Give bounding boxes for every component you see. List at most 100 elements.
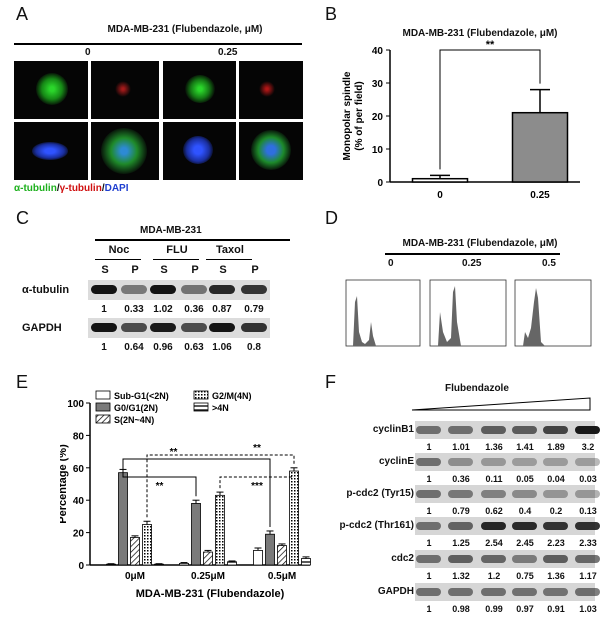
c-band xyxy=(241,323,267,332)
panel-a-title-rule xyxy=(14,43,302,45)
f-band xyxy=(543,490,568,498)
f-band xyxy=(448,522,473,530)
c-fraction-label: S xyxy=(101,264,109,276)
f-band xyxy=(416,588,441,596)
c-group-label: Noc xyxy=(108,244,130,256)
panel-label-b: B xyxy=(325,4,338,24)
b-ytick-label: 10 xyxy=(372,145,384,156)
f-band xyxy=(416,490,441,498)
c-band-value: 0.87 xyxy=(212,304,232,315)
f-band xyxy=(481,426,506,434)
f-band xyxy=(543,426,568,434)
e-bracket-g1-2 xyxy=(122,458,271,527)
panel-c-title-rule xyxy=(95,239,290,241)
c-band xyxy=(91,285,117,294)
e-bar xyxy=(215,494,225,566)
c-band xyxy=(209,323,235,332)
c-band-value: 0.33 xyxy=(124,304,144,315)
dose-gradient-wedge xyxy=(411,397,591,411)
panel-label-c: C xyxy=(16,208,29,228)
stain-legend: α-tubulin/γ-tubulin/DAPI xyxy=(14,183,129,194)
b-ytick-label: 20 xyxy=(372,112,384,123)
b-significance-bracket xyxy=(439,49,541,170)
e-category-label: 0.25μM xyxy=(191,571,225,582)
f-band-value: 3.2 xyxy=(581,442,595,452)
e-legend-swatch xyxy=(193,390,209,400)
e-bar xyxy=(142,524,152,566)
c-fraction-label: S xyxy=(160,264,168,276)
f-band xyxy=(512,555,537,563)
e-bar xyxy=(106,563,116,566)
f-band-value: 0.13 xyxy=(579,506,597,516)
f-band-value: 2.54 xyxy=(485,538,503,548)
f-band xyxy=(512,588,537,596)
panel-b-title: MDA-MB-231 (Flubendazole, μM) xyxy=(402,28,558,39)
e-bracket-label: ** xyxy=(156,481,164,492)
c-band-value: 0.8 xyxy=(247,342,261,353)
f-row-label: p-cdc2 (Thr161) xyxy=(339,520,414,531)
e-legend-label: >4N xyxy=(212,403,229,413)
f-row-label: cyclinE xyxy=(378,456,414,467)
e-bracket-label: *** xyxy=(251,481,263,492)
c-band-value: 0.96 xyxy=(153,342,173,353)
panel-a-title: MDA-MB-231 (Flubendazole, μM) xyxy=(107,24,263,35)
f-band xyxy=(543,458,568,466)
e-ytick-label: 40 xyxy=(73,496,85,507)
f-band xyxy=(448,490,473,498)
f-band xyxy=(575,522,600,530)
f-row-label: p-cdc2 (Tyr15) xyxy=(346,488,414,499)
f-blot-strip xyxy=(415,453,595,471)
c-band xyxy=(209,285,235,294)
c-band xyxy=(91,323,117,332)
f-band-value: 1.01 xyxy=(452,442,470,452)
c-row-label: GAPDH xyxy=(22,322,62,334)
c-band-value: 0.63 xyxy=(184,342,204,353)
e-legend-swatch xyxy=(193,402,209,412)
f-band-value: 0.4 xyxy=(518,506,532,516)
c-band xyxy=(121,323,147,332)
c-group-rule xyxy=(153,259,199,261)
f-band xyxy=(481,555,506,563)
c-fraction-label: P xyxy=(251,264,259,276)
e-bar xyxy=(227,561,237,566)
e-ytick-label: 0 xyxy=(78,561,84,572)
f-band-value: 1.36 xyxy=(547,571,565,581)
f-band xyxy=(512,490,537,498)
f-band xyxy=(448,426,473,434)
b-category-label: 0.25 xyxy=(530,190,550,200)
histogram-025 xyxy=(429,279,507,347)
b-ytick-label: 40 xyxy=(372,46,384,57)
f-band-value: 1 xyxy=(426,538,432,548)
b-bar xyxy=(411,177,469,183)
b-ytick-label: 30 xyxy=(372,79,384,90)
f-band-value: 1 xyxy=(426,474,432,484)
f-band-value: 2.23 xyxy=(547,538,565,548)
c-band-value: 1 xyxy=(101,304,107,315)
micrograph-tubulin-0 xyxy=(14,61,88,119)
f-band xyxy=(481,588,506,596)
legend-slash-1: / xyxy=(56,183,60,194)
f-band xyxy=(543,555,568,563)
c-row-label: α-tubulin xyxy=(22,284,70,296)
e-legend: Sub-G1(<2N) G0/G1(2N) S(2N~4N) G2/M(4N) >4N xyxy=(95,390,252,425)
f-band-value: 1.41 xyxy=(516,442,534,452)
e-bar xyxy=(191,503,201,566)
e-x-axis-label: MDA-MB-231 (Flubendazole) xyxy=(136,588,285,600)
c-band xyxy=(181,285,207,294)
c-band xyxy=(150,285,176,294)
e-bracket-label: ** xyxy=(170,447,178,458)
micrograph-tubulin-025 xyxy=(163,61,236,119)
f-band xyxy=(481,458,506,466)
e-ytick-label: 100 xyxy=(67,399,84,410)
f-band xyxy=(543,522,568,530)
f-band-value: 0.2 xyxy=(549,506,563,516)
e-bar xyxy=(203,551,213,566)
e-legend-label: Sub-G1(<2N) xyxy=(114,391,169,401)
f-band xyxy=(416,555,441,563)
panel-d-histograms xyxy=(345,279,592,347)
f-row-label: cdc2 xyxy=(391,553,414,564)
f-band xyxy=(481,522,506,530)
f-row-label: GAPDH xyxy=(377,586,414,597)
f-band xyxy=(512,458,537,466)
f-band-value: 0.97 xyxy=(516,604,534,614)
